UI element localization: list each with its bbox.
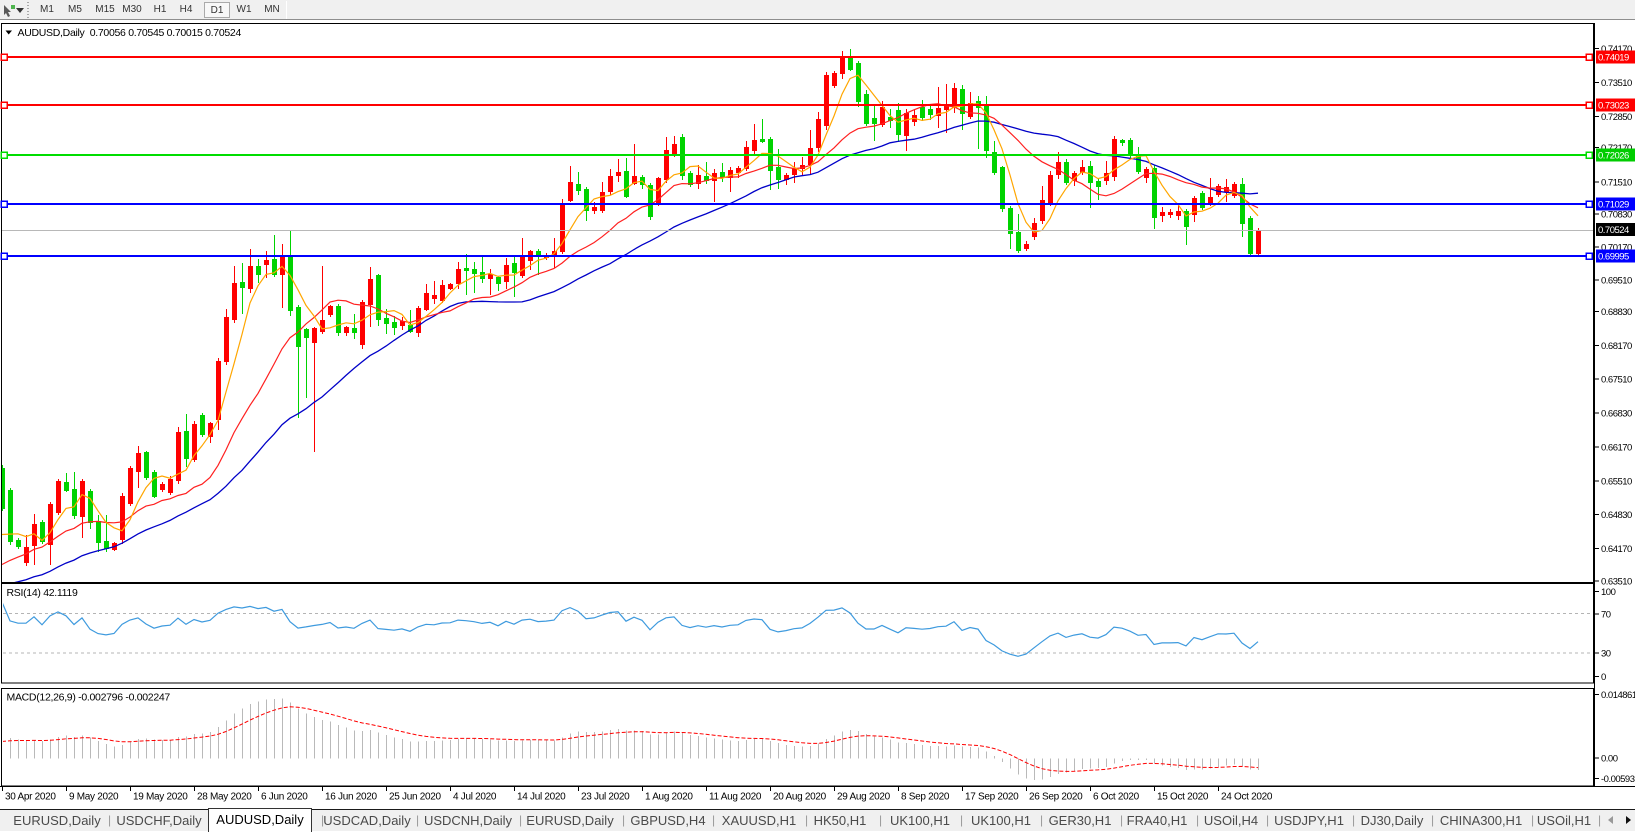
svg-text:0.67510: 0.67510: [1601, 375, 1632, 386]
svg-text:8 Sep 2020: 8 Sep 2020: [901, 792, 950, 803]
svg-text:0.64170: 0.64170: [1601, 544, 1632, 555]
svg-text:MACD(12,26,9) -0.002796 -0.002: MACD(12,26,9) -0.002796 -0.002247: [7, 692, 171, 704]
svg-text:26 Sep 2020: 26 Sep 2020: [1029, 792, 1083, 803]
svg-text:RSI(14) 42.1119: RSI(14) 42.1119: [7, 587, 78, 599]
svg-text:0.66830: 0.66830: [1601, 409, 1632, 420]
svg-text:0.70830: 0.70830: [1601, 210, 1632, 221]
svg-text:0.70170: 0.70170: [1601, 243, 1632, 254]
svg-text:28 May 2020: 28 May 2020: [197, 792, 252, 803]
svg-text:14 Jul 2020: 14 Jul 2020: [517, 792, 566, 803]
svg-text:0.68170: 0.68170: [1601, 341, 1632, 352]
svg-text:0.72026: 0.72026: [1598, 151, 1629, 162]
svg-text:23 Jul 2020: 23 Jul 2020: [581, 792, 630, 803]
svg-text:100: 100: [1601, 587, 1616, 598]
svg-text:0.63510: 0.63510: [1601, 577, 1632, 588]
svg-text:17 Sep 2020: 17 Sep 2020: [965, 792, 1019, 803]
svg-text:30 Apr 2020: 30 Apr 2020: [5, 792, 56, 803]
svg-text:0.014861: 0.014861: [1601, 690, 1635, 701]
svg-text:70: 70: [1601, 610, 1611, 621]
svg-text:16 Jun 2020: 16 Jun 2020: [325, 792, 377, 803]
svg-text:0.73510: 0.73510: [1601, 78, 1632, 89]
svg-text:24 Oct 2020: 24 Oct 2020: [1221, 792, 1273, 803]
svg-text:0.64830: 0.64830: [1601, 510, 1632, 521]
svg-text:0.71510: 0.71510: [1601, 178, 1632, 189]
svg-text:0.66170: 0.66170: [1601, 443, 1632, 454]
svg-text:0.65510: 0.65510: [1601, 476, 1632, 487]
svg-text:25 Jun 2020: 25 Jun 2020: [389, 792, 441, 803]
svg-text:0.71029: 0.71029: [1598, 200, 1629, 211]
svg-text:20 Aug 2020: 20 Aug 2020: [773, 792, 827, 803]
svg-text:0.00: 0.00: [1601, 754, 1618, 765]
svg-text:0.74019: 0.74019: [1598, 53, 1629, 64]
svg-text:0.74170: 0.74170: [1601, 44, 1632, 55]
svg-text:1 Aug 2020: 1 Aug 2020: [645, 792, 693, 803]
svg-text:15 Oct 2020: 15 Oct 2020: [1157, 792, 1209, 803]
svg-text:0.68830: 0.68830: [1601, 307, 1632, 318]
svg-text:11 Aug 2020: 11 Aug 2020: [709, 792, 762, 803]
svg-text:6 Oct 2020: 6 Oct 2020: [1093, 792, 1140, 803]
svg-text:30: 30: [1601, 649, 1611, 660]
svg-text:0.70524: 0.70524: [1598, 225, 1629, 236]
svg-text:0.72850: 0.72850: [1601, 112, 1632, 123]
svg-text:4 Jul 2020: 4 Jul 2020: [453, 792, 497, 803]
svg-text:19 May 2020: 19 May 2020: [133, 792, 188, 803]
svg-text:0.69510: 0.69510: [1601, 275, 1632, 286]
svg-text:0.73023: 0.73023: [1598, 101, 1629, 112]
svg-text:0: 0: [1601, 672, 1606, 683]
svg-text:6 Jun 2020: 6 Jun 2020: [261, 792, 308, 803]
svg-text:9 May 2020: 9 May 2020: [69, 792, 119, 803]
svg-text:AUDUSD,Daily 0.70056 0.70545: AUDUSD,Daily 0.70056 0.70545 0.70015 0.7…: [18, 27, 242, 39]
svg-text:-0.005938: -0.005938: [1601, 774, 1635, 785]
svg-text:29 Aug 2020: 29 Aug 2020: [837, 792, 891, 803]
svg-text:0.69995: 0.69995: [1598, 252, 1629, 263]
